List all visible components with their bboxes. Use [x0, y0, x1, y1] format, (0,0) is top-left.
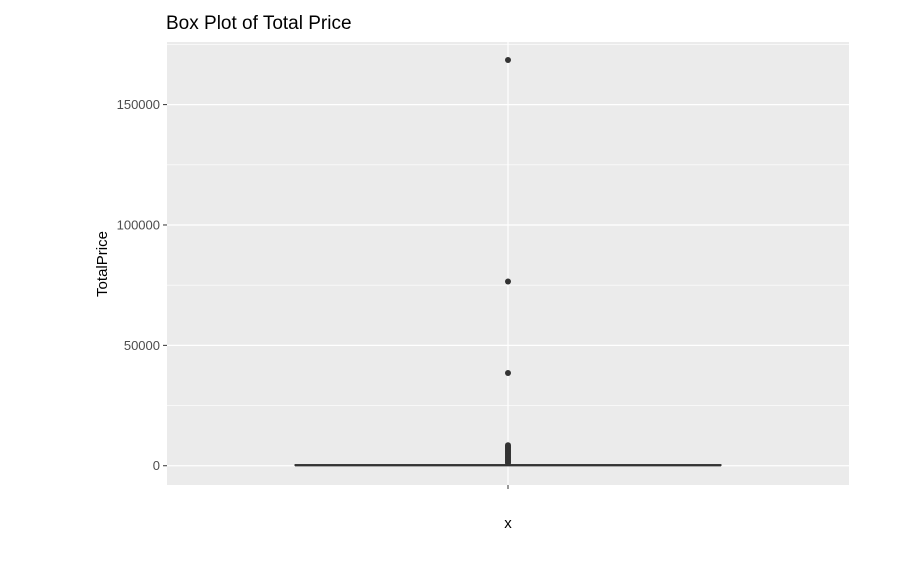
- outlier-point: [505, 57, 511, 64]
- outlier-point: [505, 459, 511, 466]
- outlier-point: [505, 278, 511, 285]
- y-axis-title: TotalPrice: [94, 231, 111, 297]
- y-tick-label: 0: [153, 458, 160, 473]
- y-tick-label: 150000: [117, 97, 160, 112]
- y-tick-label: 100000: [117, 217, 160, 232]
- outlier-point: [505, 370, 511, 377]
- x-axis-title: x: [504, 515, 512, 532]
- outlier-points: [505, 57, 511, 466]
- y-axis: 0 50000 100000 150000: [117, 97, 167, 473]
- y-tick-label: 50000: [124, 338, 160, 353]
- grid-lines: [167, 42, 849, 485]
- chart-title: Box Plot of Total Price: [166, 13, 352, 34]
